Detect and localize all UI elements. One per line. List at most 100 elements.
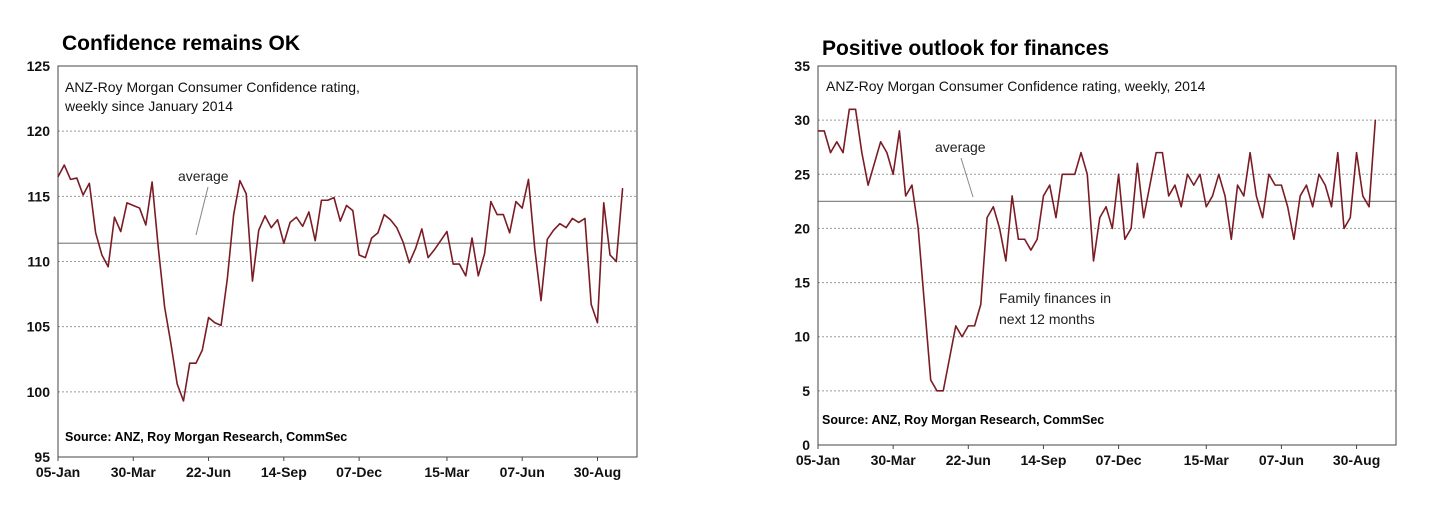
data-point [961,336,963,338]
data-point [57,176,59,178]
data-point [942,390,944,392]
y-tick-label: 125 [27,58,51,74]
grid-lines [818,119,1396,392]
data-point [1061,173,1063,175]
y-tick-label: 15 [794,275,810,291]
data-point [861,152,863,154]
data-point [289,221,291,223]
y-tick-label: 20 [794,220,810,236]
data-point [433,249,435,251]
data-point [1274,184,1276,186]
x-tick-label: 15-Mar [1184,452,1230,468]
data-point [1049,184,1051,186]
series-label-line-1: Family finances in [999,290,1111,306]
data-point [302,225,304,227]
data-point [1168,195,1170,197]
data-point [1143,217,1145,219]
data-point [1255,195,1257,197]
data-point [823,130,825,132]
data-point [352,210,354,212]
data-point [333,197,335,199]
data-point [132,204,134,207]
data-point [911,184,913,186]
y-tick-label: 35 [794,58,810,74]
data-point [1136,162,1138,165]
data-point [1174,184,1176,186]
data-point [886,152,888,154]
data-point [1199,173,1201,175]
series-label-line-2: next 12 months [999,311,1095,327]
data-point [854,108,857,110]
data-point [967,325,969,327]
data-point [936,390,938,392]
data-point [1343,227,1345,230]
data-point [383,213,385,216]
data-point [1042,195,1045,197]
chart-subtitle-line-2: weekly since January 2014 [64,98,233,114]
series-polyline [57,164,624,402]
confidence-chart-panel: Confidence remains OK ANZ-Roy Morgan Con… [0,0,700,507]
data-point [1099,217,1101,219]
data-point [534,247,536,250]
data-point [126,202,128,204]
data-point [389,219,392,221]
data-point [1130,227,1132,230]
data-point [1330,206,1333,208]
data-point [559,223,561,225]
confidence-chart-svg: ANZ-Roy Morgan Consumer Confidence ratin… [27,58,638,480]
data-point [1086,173,1088,175]
data-point [930,379,932,381]
data-point [88,182,90,184]
data-point [440,240,442,242]
data-point [1324,184,1326,186]
x-tick-label: 05-Jan [796,452,840,468]
data-point [609,254,611,256]
y-tick-label: 0 [802,437,810,453]
data-point [1224,195,1226,197]
data-point [276,219,279,221]
data-point [1362,195,1364,197]
data-point [880,141,882,143]
x-tick-label: 14-Sep [261,464,307,480]
y-axis-ticks: 35 30 25 20 15 10 5 0 [794,58,810,453]
x-tick-label: 14-Sep [1020,452,1066,468]
data-point [848,108,850,110]
data-point [283,242,285,244]
data-point [1318,173,1320,175]
plot-frame [817,65,1397,446]
data-point [233,213,235,216]
data-point [358,254,360,256]
finances-chart-panel: Positive outlook for finances ANZ-Roy Mo… [740,0,1440,507]
data-point [873,162,875,165]
data-point [1236,184,1239,186]
data-point [1243,195,1245,197]
data-point [63,164,65,166]
data-point [1080,152,1082,154]
data-point [396,227,398,229]
data-point [371,237,373,239]
data-point [1205,206,1207,208]
y-axis-ticks: 125 120 115 110 105 100 95 [27,58,51,465]
data-point [465,275,467,277]
data-point [603,202,605,204]
x-tick-label: 07-Jun [1259,452,1304,468]
data-point [270,227,272,229]
y-tick-label: 110 [27,254,50,270]
data-point [1036,238,1038,240]
data-point [1011,195,1013,197]
data-point [1117,173,1120,175]
data-point [214,322,216,324]
data-point [408,262,410,264]
data-point [1287,206,1289,208]
x-tick-label: 30-Aug [574,464,621,480]
data-point [1149,184,1151,186]
data-point [1268,173,1270,175]
data-point [1218,173,1220,175]
finances-chart-svg: ANZ-Roy Morgan Consumer Confidence ratin… [794,58,1397,468]
x-tick-label: 22-Jun [946,452,991,468]
x-axis-ticks: 05-Jan 30-Mar 22-Jun 14-Sep 07-Dec 15-Mar 07-J… [796,445,1380,468]
data-point [452,263,454,265]
data-point [1230,238,1232,240]
data-point [477,275,479,277]
y-tick-label: 30 [794,112,810,128]
